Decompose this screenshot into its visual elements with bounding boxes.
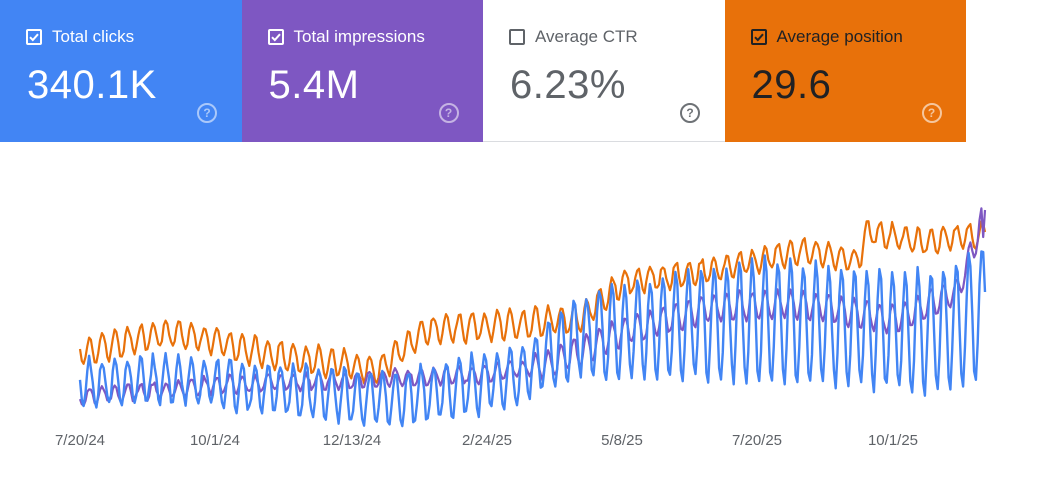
- series-line-average-position: [78, 220, 987, 385]
- checkbox-checked-icon[interactable]: [26, 29, 42, 45]
- x-axis-ticks: 7/20/24 10/1/24 12/13/24 2/24/25 5/8/25 7/20/…: [55, 432, 918, 449]
- metric-header: Total clicks: [26, 27, 134, 47]
- checkbox-checked-icon[interactable]: [267, 29, 284, 45]
- metric-cards: Total clicks 340.1K ? Total impressions …: [0, 0, 966, 142]
- metric-label: Total clicks: [52, 27, 135, 46]
- performance-line-chart[interactable]: 7/20/24 10/1/24 12/13/24 2/24/25 5/8/25 7/20/…: [0, 142, 1041, 478]
- series-line-total-clicks: [78, 250, 987, 428]
- help-icon[interactable]: ?: [197, 103, 217, 123]
- metric-card-average-position[interactable]: Average position 29.6 ?: [724, 0, 966, 142]
- metric-value: 29.6: [751, 63, 832, 107]
- checkbox-unchecked-icon[interactable]: [509, 29, 525, 45]
- metric-card-total-clicks[interactable]: Total clicks 340.1K ?: [0, 0, 242, 142]
- x-tick-label: 7/20/24: [55, 432, 105, 449]
- metric-header: Average CTR: [509, 27, 638, 47]
- metric-header: Average position: [750, 27, 903, 47]
- x-tick-label: 7/20/25: [732, 432, 782, 449]
- x-tick-label: 2/24/25: [462, 432, 512, 449]
- metric-value: 5.4M: [268, 63, 360, 107]
- metric-label: Average position: [776, 27, 903, 46]
- metric-value: 6.23%: [510, 63, 626, 107]
- checkbox-checked-icon[interactable]: [750, 29, 767, 45]
- help-icon[interactable]: ?: [438, 103, 459, 123]
- series-layer: [78, 207, 987, 428]
- help-icon[interactable]: ?: [680, 103, 700, 123]
- x-tick-label: 10/1/25: [868, 432, 918, 449]
- metric-card-average-ctr[interactable]: Average CTR 6.23% ?: [483, 0, 725, 142]
- help-icon[interactable]: ?: [921, 103, 942, 123]
- x-tick-label: 12/13/24: [323, 432, 381, 449]
- metric-label: Average CTR: [535, 27, 638, 46]
- x-tick-label: 5/8/25: [601, 432, 643, 449]
- metric-label: Total impressions: [293, 27, 425, 46]
- x-tick-label: 10/1/24: [190, 432, 240, 449]
- metric-card-total-impressions[interactable]: Total impressions 5.4M ?: [241, 0, 483, 142]
- metric-header: Total impressions: [267, 27, 425, 47]
- metric-value: 340.1K: [27, 63, 157, 107]
